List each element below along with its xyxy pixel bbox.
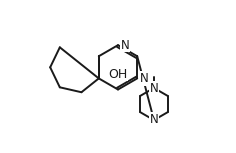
Text: N: N <box>140 72 149 85</box>
Text: N: N <box>121 39 129 52</box>
Text: OH: OH <box>108 68 128 81</box>
Text: N: N <box>150 113 158 126</box>
Text: N: N <box>150 82 158 95</box>
